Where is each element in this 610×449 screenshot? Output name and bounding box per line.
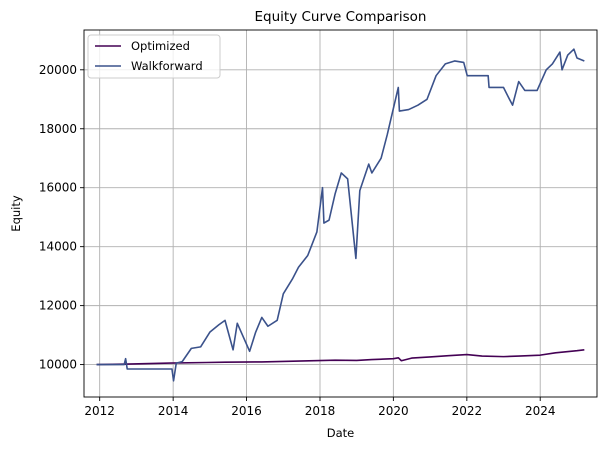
y-tick-label-10000: 10000	[39, 358, 77, 372]
axis-ticks: 2012 2014 2016 2018 2020 2022 2024 10000 12000 14…	[39, 63, 556, 418]
x-tick-label-2024: 2024	[525, 404, 556, 418]
series-line-walkforward	[96, 48, 585, 382]
x-tick-label-2018: 2018	[305, 404, 336, 418]
x-tick-label-2012: 2012	[84, 404, 115, 418]
chart-title: Equity Curve Comparison	[255, 9, 427, 25]
legend-label-walkforward: Walkforward	[131, 59, 203, 73]
y-axis-label: Equity	[9, 195, 23, 232]
y-tick-label-14000: 14000	[39, 240, 77, 254]
x-tick-label-2020: 2020	[378, 404, 409, 418]
plot-frame	[83, 29, 598, 398]
legend-label-optimized: Optimized	[131, 39, 190, 53]
grid	[84, 30, 597, 397]
series-lines	[96, 48, 585, 382]
x-axis-label: Date	[327, 426, 355, 440]
series-line-optimized	[96, 349, 585, 366]
y-tick-label-20000: 20000	[39, 63, 77, 77]
x-tick-label-2022: 2022	[452, 404, 483, 418]
y-tick-label-12000: 12000	[39, 299, 77, 313]
y-tick-label-16000: 16000	[39, 181, 77, 195]
legend: Optimized Walkforward	[87, 34, 221, 79]
y-tick-label-18000: 18000	[39, 122, 77, 136]
x-tick-label-2014: 2014	[158, 404, 189, 418]
x-tick-label-2016: 2016	[231, 404, 262, 418]
